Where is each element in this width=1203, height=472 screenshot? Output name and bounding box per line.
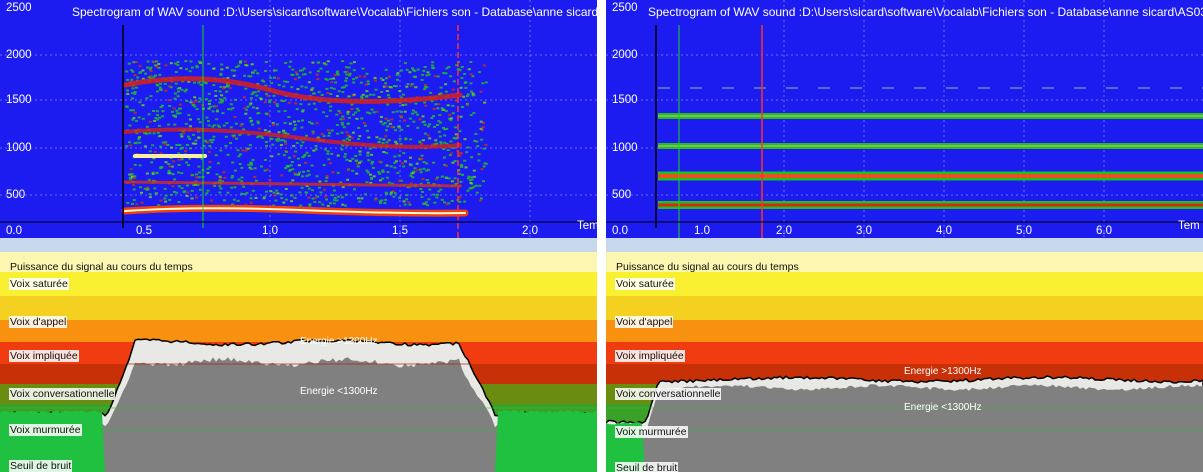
energy-title: Puissance du signal au cours du temps bbox=[10, 261, 193, 273]
energy-chart-left[interactable]: Puissance du signal au cours du temps Vo… bbox=[0, 252, 597, 472]
x-tick: 5.0 bbox=[1016, 225, 1032, 237]
spectrogram-left-canvas bbox=[0, 0, 597, 238]
y-tick-2000: 2000 bbox=[6, 49, 32, 61]
spectrogram-right-canvas bbox=[606, 0, 1203, 238]
label-seuil-bruit: Seuil de bruit bbox=[9, 460, 73, 472]
label-voix-appel: Voix d'appel bbox=[615, 316, 674, 328]
spectrogram-left[interactable]: Spectrogram of WAV sound :D:\Users\sicar… bbox=[0, 0, 597, 238]
y-tick-0: 0.0 bbox=[6, 225, 22, 237]
label-energie-low: Energie <1300Hz bbox=[904, 402, 982, 413]
label-seuil-bruit: Seuil de bruit bbox=[615, 462, 679, 472]
energy-curves-right bbox=[606, 375, 1203, 472]
label-voix-impliquee: Voix impliquée bbox=[9, 350, 79, 362]
x-tick: 1.5 bbox=[392, 225, 408, 237]
label-energie-high: Energie >1300Hz bbox=[300, 336, 378, 347]
y-tick-1500: 1500 bbox=[612, 94, 638, 106]
label-voix-murmuree: Voix murmurée bbox=[9, 424, 82, 436]
y-tick-1000: 1000 bbox=[6, 142, 32, 154]
y-tick-500: 500 bbox=[612, 189, 632, 201]
y-tick-2500: 2500 bbox=[612, 2, 638, 14]
label-voix-conversationnelle: Voix conversationnelle bbox=[9, 388, 116, 400]
panel-gap bbox=[0, 238, 597, 252]
band-voix-saturee-lower bbox=[0, 296, 597, 320]
energy-title: Puissance du signal au cours du temps bbox=[616, 261, 799, 273]
band-voix-appel bbox=[606, 320, 1203, 342]
y-tick-0: 0.0 bbox=[612, 225, 628, 237]
label-energie-high: Energie >1300Hz bbox=[904, 366, 982, 377]
panel-divider bbox=[597, 0, 606, 472]
band-header bbox=[606, 252, 1203, 272]
label-voix-saturee: Voix saturée bbox=[9, 278, 69, 290]
y-tick-1000: 1000 bbox=[612, 142, 638, 154]
label-voix-murmuree: Voix murmurée bbox=[615, 426, 688, 438]
spectrogram-title: Spectrogram of WAV sound :D:\Users\sicar… bbox=[648, 5, 1203, 19]
energy-curves-left bbox=[0, 338, 597, 472]
x-tick: 4.0 bbox=[936, 225, 952, 237]
label-voix-appel: Voix d'appel bbox=[9, 316, 68, 328]
band-header bbox=[0, 252, 597, 272]
x-tick: 1.0 bbox=[262, 225, 278, 237]
label-voix-conversationnelle: Voix conversationnelle bbox=[615, 388, 722, 400]
x-tick: 3.0 bbox=[856, 225, 872, 237]
x-tick: 1.0 bbox=[694, 225, 710, 237]
spectrogram-right[interactable]: Spectrogram of WAV sound :D:\Users\sicar… bbox=[606, 0, 1203, 238]
y-tick-2000: 2000 bbox=[612, 49, 638, 61]
x-tick: 2.0 bbox=[522, 225, 538, 237]
x-tick: 6.0 bbox=[1096, 225, 1112, 237]
band-voix-appel bbox=[0, 320, 597, 342]
energy-chart-right[interactable]: Puissance du signal au cours du temps Vo… bbox=[606, 252, 1203, 472]
label-energie-low: Energie <1300Hz bbox=[300, 386, 378, 397]
right-analysis-panel: Spectrogram of WAV sound :D:\Users\sicar… bbox=[606, 0, 1203, 472]
panel-gap bbox=[606, 238, 1203, 252]
band-voix-saturee-lower bbox=[606, 296, 1203, 320]
y-tick-500: 500 bbox=[6, 189, 26, 201]
label-voix-saturee: Voix saturée bbox=[615, 278, 675, 290]
y-tick-1500: 1500 bbox=[6, 94, 32, 106]
x-axis-unit-label: Tem bbox=[1178, 220, 1200, 232]
y-tick-2500: 2500 bbox=[6, 2, 32, 14]
x-tick: 0.5 bbox=[136, 225, 152, 237]
left-analysis-panel: Spectrogram of WAV sound :D:\Users\sicar… bbox=[0, 0, 597, 472]
spectrogram-title: Spectrogram of WAV sound :D:\Users\sicar… bbox=[72, 5, 597, 19]
label-voix-impliquee: Voix impliquée bbox=[615, 350, 685, 362]
x-tick: 2.0 bbox=[776, 225, 792, 237]
x-axis-unit-label: Tem bbox=[577, 220, 597, 232]
